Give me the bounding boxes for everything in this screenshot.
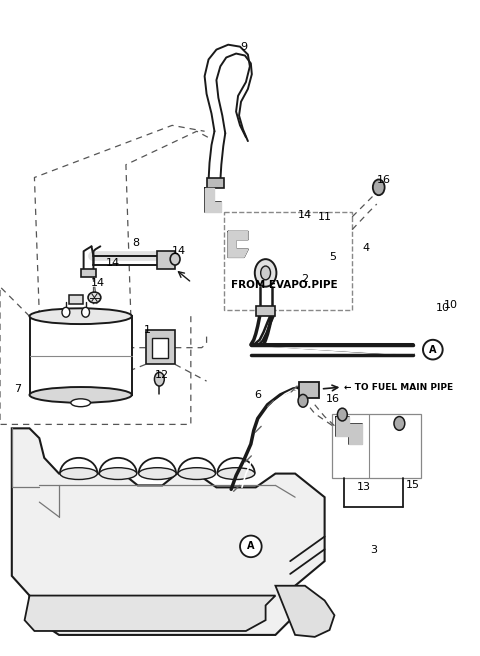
Ellipse shape: [62, 308, 70, 318]
Ellipse shape: [255, 259, 276, 287]
Ellipse shape: [155, 372, 164, 386]
Text: 16: 16: [325, 394, 339, 404]
Bar: [333, 413, 421, 478]
Polygon shape: [24, 596, 276, 631]
FancyBboxPatch shape: [157, 251, 175, 269]
Text: 2: 2: [301, 274, 309, 284]
Ellipse shape: [337, 408, 347, 421]
Ellipse shape: [394, 417, 405, 430]
Ellipse shape: [423, 340, 443, 359]
Bar: [29, 316, 132, 395]
FancyBboxPatch shape: [153, 338, 168, 358]
Text: ← TO FUEL MAIN PIPE: ← TO FUEL MAIN PIPE: [344, 382, 454, 392]
Text: 1: 1: [144, 325, 151, 335]
Ellipse shape: [298, 394, 308, 407]
Text: 14: 14: [298, 210, 312, 220]
Text: 10: 10: [436, 303, 450, 314]
Text: A: A: [247, 541, 254, 552]
Bar: [224, 212, 352, 310]
Ellipse shape: [71, 399, 91, 407]
Polygon shape: [276, 586, 335, 637]
Polygon shape: [336, 417, 362, 444]
Ellipse shape: [139, 468, 176, 480]
Ellipse shape: [29, 308, 132, 324]
Text: 14: 14: [106, 258, 120, 268]
Text: 9: 9: [240, 42, 248, 52]
Text: 7: 7: [14, 384, 21, 394]
Text: 3: 3: [370, 545, 377, 556]
Ellipse shape: [217, 468, 255, 480]
Text: 8: 8: [132, 238, 139, 249]
Ellipse shape: [170, 253, 180, 265]
FancyBboxPatch shape: [256, 306, 276, 316]
Polygon shape: [228, 232, 248, 257]
Text: FROM EVAPO.PIPE: FROM EVAPO.PIPE: [231, 279, 338, 290]
Ellipse shape: [99, 468, 137, 480]
Ellipse shape: [261, 266, 271, 280]
Text: 12: 12: [155, 370, 169, 380]
Ellipse shape: [373, 180, 384, 195]
Text: 14: 14: [91, 277, 106, 288]
FancyBboxPatch shape: [145, 330, 175, 364]
Text: 5: 5: [329, 252, 336, 262]
Text: 6: 6: [254, 390, 261, 400]
Text: A: A: [429, 344, 437, 355]
Text: 16: 16: [377, 175, 391, 186]
Ellipse shape: [29, 387, 132, 403]
Polygon shape: [12, 428, 324, 635]
Ellipse shape: [240, 535, 262, 557]
Text: 14: 14: [172, 246, 186, 256]
Ellipse shape: [178, 468, 216, 480]
FancyBboxPatch shape: [299, 382, 319, 398]
Ellipse shape: [88, 292, 101, 303]
Ellipse shape: [82, 308, 89, 318]
Text: 4: 4: [362, 243, 370, 253]
Text: 15: 15: [406, 480, 420, 491]
Ellipse shape: [60, 468, 97, 480]
FancyBboxPatch shape: [81, 269, 96, 277]
Text: 13: 13: [357, 482, 371, 493]
Polygon shape: [204, 188, 221, 212]
Text: 10: 10: [444, 300, 457, 310]
FancyBboxPatch shape: [69, 295, 83, 304]
FancyBboxPatch shape: [206, 178, 224, 188]
Text: 11: 11: [318, 212, 332, 222]
